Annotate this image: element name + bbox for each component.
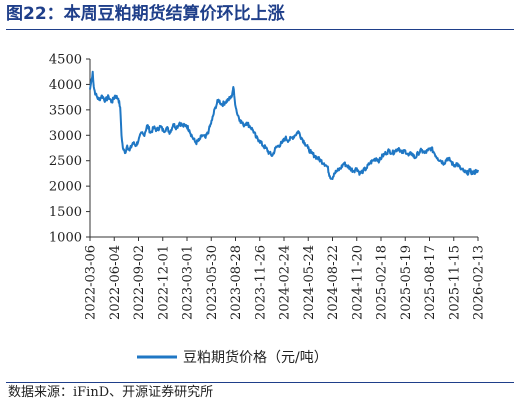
series-layer bbox=[89, 70, 479, 180]
chart-title: 图22：本周豆粕期货结算价环比上涨 bbox=[6, 2, 514, 30]
x-tick-label: 2022-06-04 bbox=[108, 245, 123, 320]
y-tick-label: 2500 bbox=[49, 154, 82, 169]
x-tick-label: 2023-05-30 bbox=[205, 245, 220, 320]
x-tick-label: 2024-05-24 bbox=[302, 245, 317, 320]
y-axis: 1000 1500 2000 2500 3000 3500 4000 4500 bbox=[49, 53, 91, 246]
x-tick-label: 2024-08-22 bbox=[326, 245, 341, 320]
x-tick-label: 2023-03-01 bbox=[181, 245, 196, 320]
x-tick-label: 2024-11-20 bbox=[350, 245, 365, 320]
x-tick-label: 2023-11-26 bbox=[253, 245, 268, 320]
x-tick-label: 2025-02-18 bbox=[375, 245, 390, 320]
y-tick-label: 4000 bbox=[49, 78, 82, 93]
x-tick-label: 2025-11-15 bbox=[447, 245, 462, 320]
y-tick-label: 2000 bbox=[49, 180, 82, 195]
legend-label: 豆粕期货价格（元/吨） bbox=[183, 349, 328, 366]
x-axis: 2022-03-06 2022-06-04 2022-09-02 2022-12-01… bbox=[84, 236, 487, 320]
x-tick-label: 2022-12-01 bbox=[156, 245, 171, 320]
y-tick-label: 3000 bbox=[49, 129, 82, 144]
source-note: 数据来源：iFinD、开源证券研究所 bbox=[6, 382, 514, 404]
x-tick-label: 2023-08-28 bbox=[229, 245, 244, 320]
y-tick-label: 1500 bbox=[49, 205, 82, 220]
x-tick-label: 2025-08-17 bbox=[423, 245, 438, 320]
x-tick-label: 2022-09-02 bbox=[132, 245, 147, 320]
y-tick-label: 3500 bbox=[49, 103, 82, 118]
legend: 豆粕期货价格（元/吨） bbox=[137, 349, 328, 366]
y-tick-label: 4500 bbox=[49, 53, 82, 68]
y-tick-label: 1000 bbox=[49, 231, 82, 246]
x-tick-label: 2026-02-13 bbox=[472, 245, 487, 320]
x-tick-label: 2022-03-06 bbox=[84, 245, 99, 320]
series-line-0 bbox=[89, 70, 479, 180]
x-tick-label: 2024-02-24 bbox=[278, 245, 293, 320]
x-tick-label: 2025-05-19 bbox=[399, 245, 414, 320]
